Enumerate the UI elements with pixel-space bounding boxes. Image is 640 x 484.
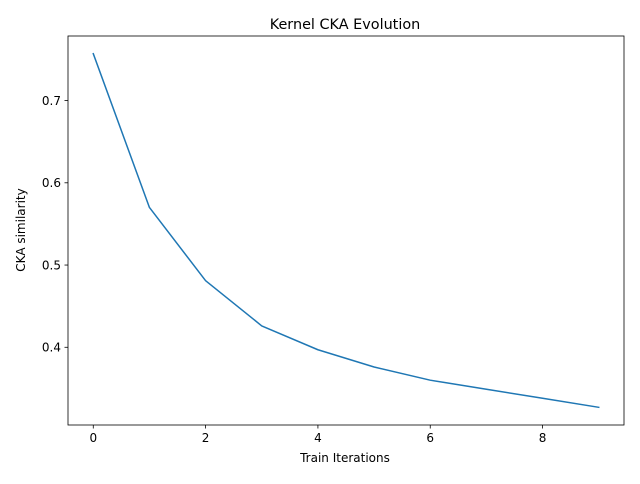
y-tick-label-0.5: 0.5 (42, 258, 61, 272)
y-tick-label-0.6: 0.6 (42, 176, 61, 190)
axes-frame (68, 36, 624, 425)
y-tick-label-0.4: 0.4 (42, 341, 61, 355)
series-line-0 (93, 54, 598, 408)
y-tick-label-0.7: 0.7 (42, 94, 61, 108)
x-tick-label-4: 4 (314, 431, 322, 445)
x-axis-label: Train Iterations (299, 451, 390, 465)
x-tick-label-6: 6 (426, 431, 434, 445)
x-tick-label-0: 0 (89, 431, 97, 445)
chart-title: Kernel CKA Evolution (270, 17, 421, 33)
x-tick-label-2: 2 (202, 431, 210, 445)
y-axis-label: CKA similarity (14, 188, 28, 271)
x-tick-label-8: 8 (539, 431, 547, 445)
plot-area: 0 2 4 6 8 0.4 0.5 0.6 0.7 (42, 36, 624, 445)
